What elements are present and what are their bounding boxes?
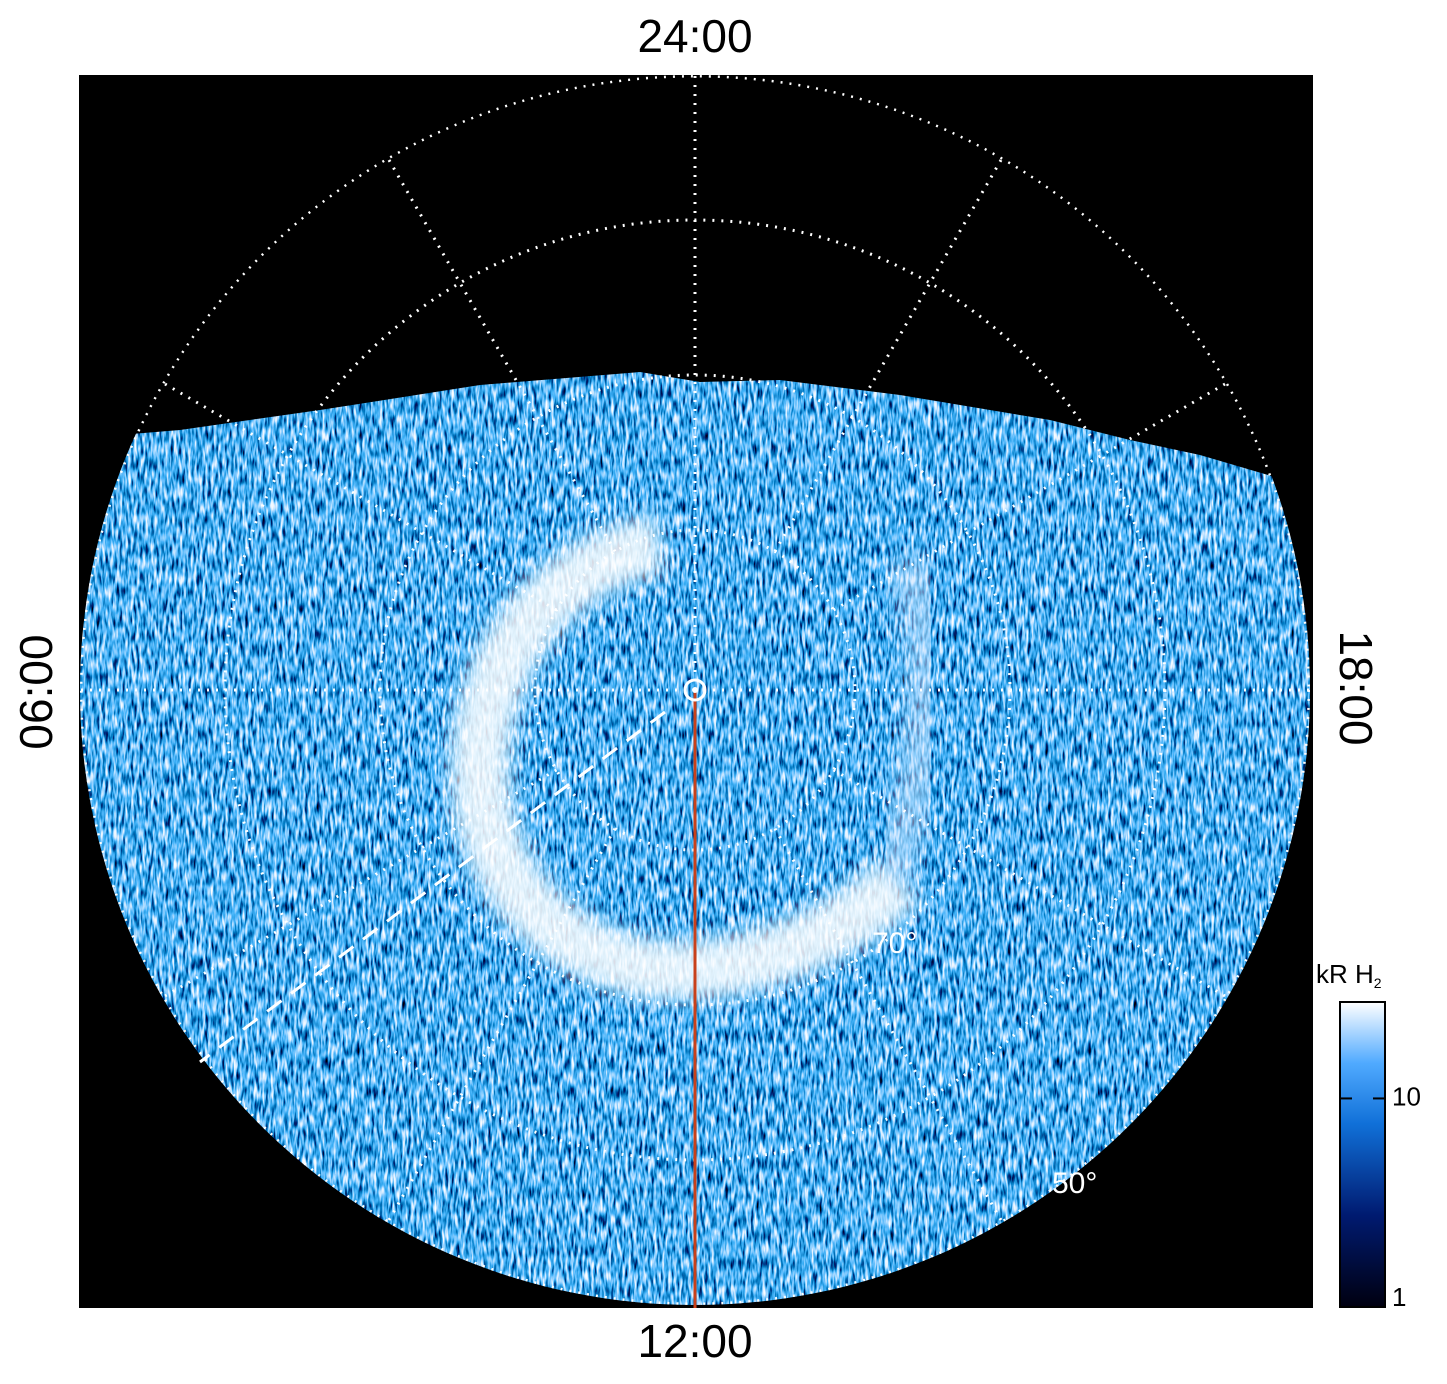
colorbar-ticks: 1 10	[1340, 1081, 1421, 1312]
lat-circle	[533, 528, 857, 852]
colorbar-title: kR H2	[1316, 959, 1382, 991]
dusk-arc	[871, 551, 947, 887]
lat-label: 50°	[1052, 1167, 1097, 1200]
colorbar-title-sub: 2	[1374, 975, 1382, 991]
colorbar-title-main: kR H	[1316, 959, 1374, 989]
lt-label: 18:00	[1330, 630, 1382, 745]
colorbar	[1339, 1001, 1386, 1308]
lt-label: 24:00	[637, 10, 752, 62]
pole-marker	[683, 678, 707, 702]
lt-label: 12:00	[637, 1315, 752, 1367]
lat-label: 70°	[872, 927, 917, 960]
lt-label: 06:00	[10, 634, 62, 749]
colorbar-tick-label: 10	[1392, 1081, 1421, 1111]
pole-dot	[692, 687, 698, 693]
main-oval	[449, 515, 922, 1001]
colorbar-tick-label: 1	[1392, 1282, 1406, 1312]
dashed-line	[199, 710, 666, 1064]
